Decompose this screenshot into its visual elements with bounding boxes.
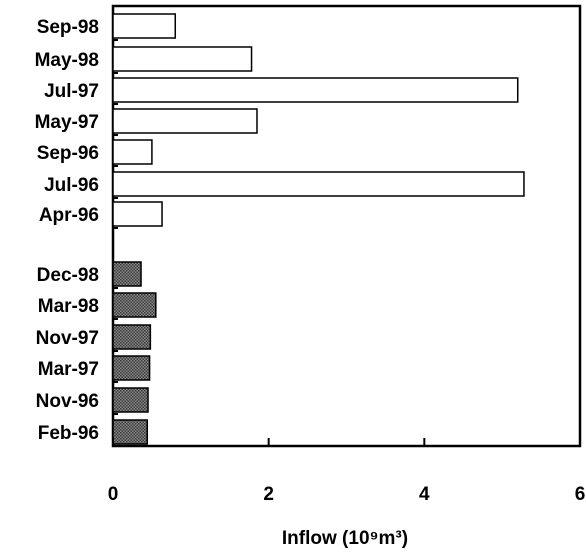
bar-jul-97 [112, 77, 519, 103]
bar-apr-96 [112, 201, 163, 227]
plot-frame [111, 4, 582, 448]
bar-mar-97 [112, 355, 151, 381]
category-label: May-98 [35, 50, 99, 71]
category-label: Mar-97 [38, 359, 99, 380]
category-label: Jul-97 [44, 81, 99, 102]
category-label: May-97 [35, 112, 99, 133]
category-label: Feb-96 [38, 423, 99, 444]
x-axis: 0 2 4 6 [108, 438, 586, 505]
x-tick-label: 2 [263, 484, 274, 505]
bar-jul-96 [112, 171, 525, 197]
category-label: Apr-96 [39, 205, 99, 226]
bar-sep-98 [112, 13, 177, 39]
bar-may-98 [112, 46, 253, 72]
category-label: Mar-98 [38, 296, 99, 317]
category-labels-layer: Sep-98 May-98 Jul-97 May-97 Sep-96 Jul-96 Apr-… [35, 17, 99, 444]
bar-nov-97 [112, 324, 152, 350]
bars-layer [112, 13, 525, 447]
bar-mar-98 [112, 292, 157, 318]
category-label: Dec-98 [37, 265, 99, 286]
bar-feb-96 [112, 419, 148, 445]
bar-nov-96 [112, 387, 149, 413]
x-tick-label: 4 [419, 484, 430, 505]
category-label: Jul-96 [44, 175, 99, 196]
category-label: Nov-96 [36, 391, 99, 412]
category-label: Sep-96 [37, 143, 99, 164]
x-tick-label: 6 [575, 484, 586, 505]
x-axis-title: Inflow (10⁹m³) [282, 528, 408, 549]
category-label: Sep-98 [37, 17, 99, 38]
bar-sep-96 [112, 139, 153, 165]
category-label: Nov-97 [36, 328, 99, 349]
x-tick-label: 0 [108, 484, 119, 505]
bar-may-97 [112, 108, 258, 134]
bar-dec-98 [112, 261, 142, 287]
